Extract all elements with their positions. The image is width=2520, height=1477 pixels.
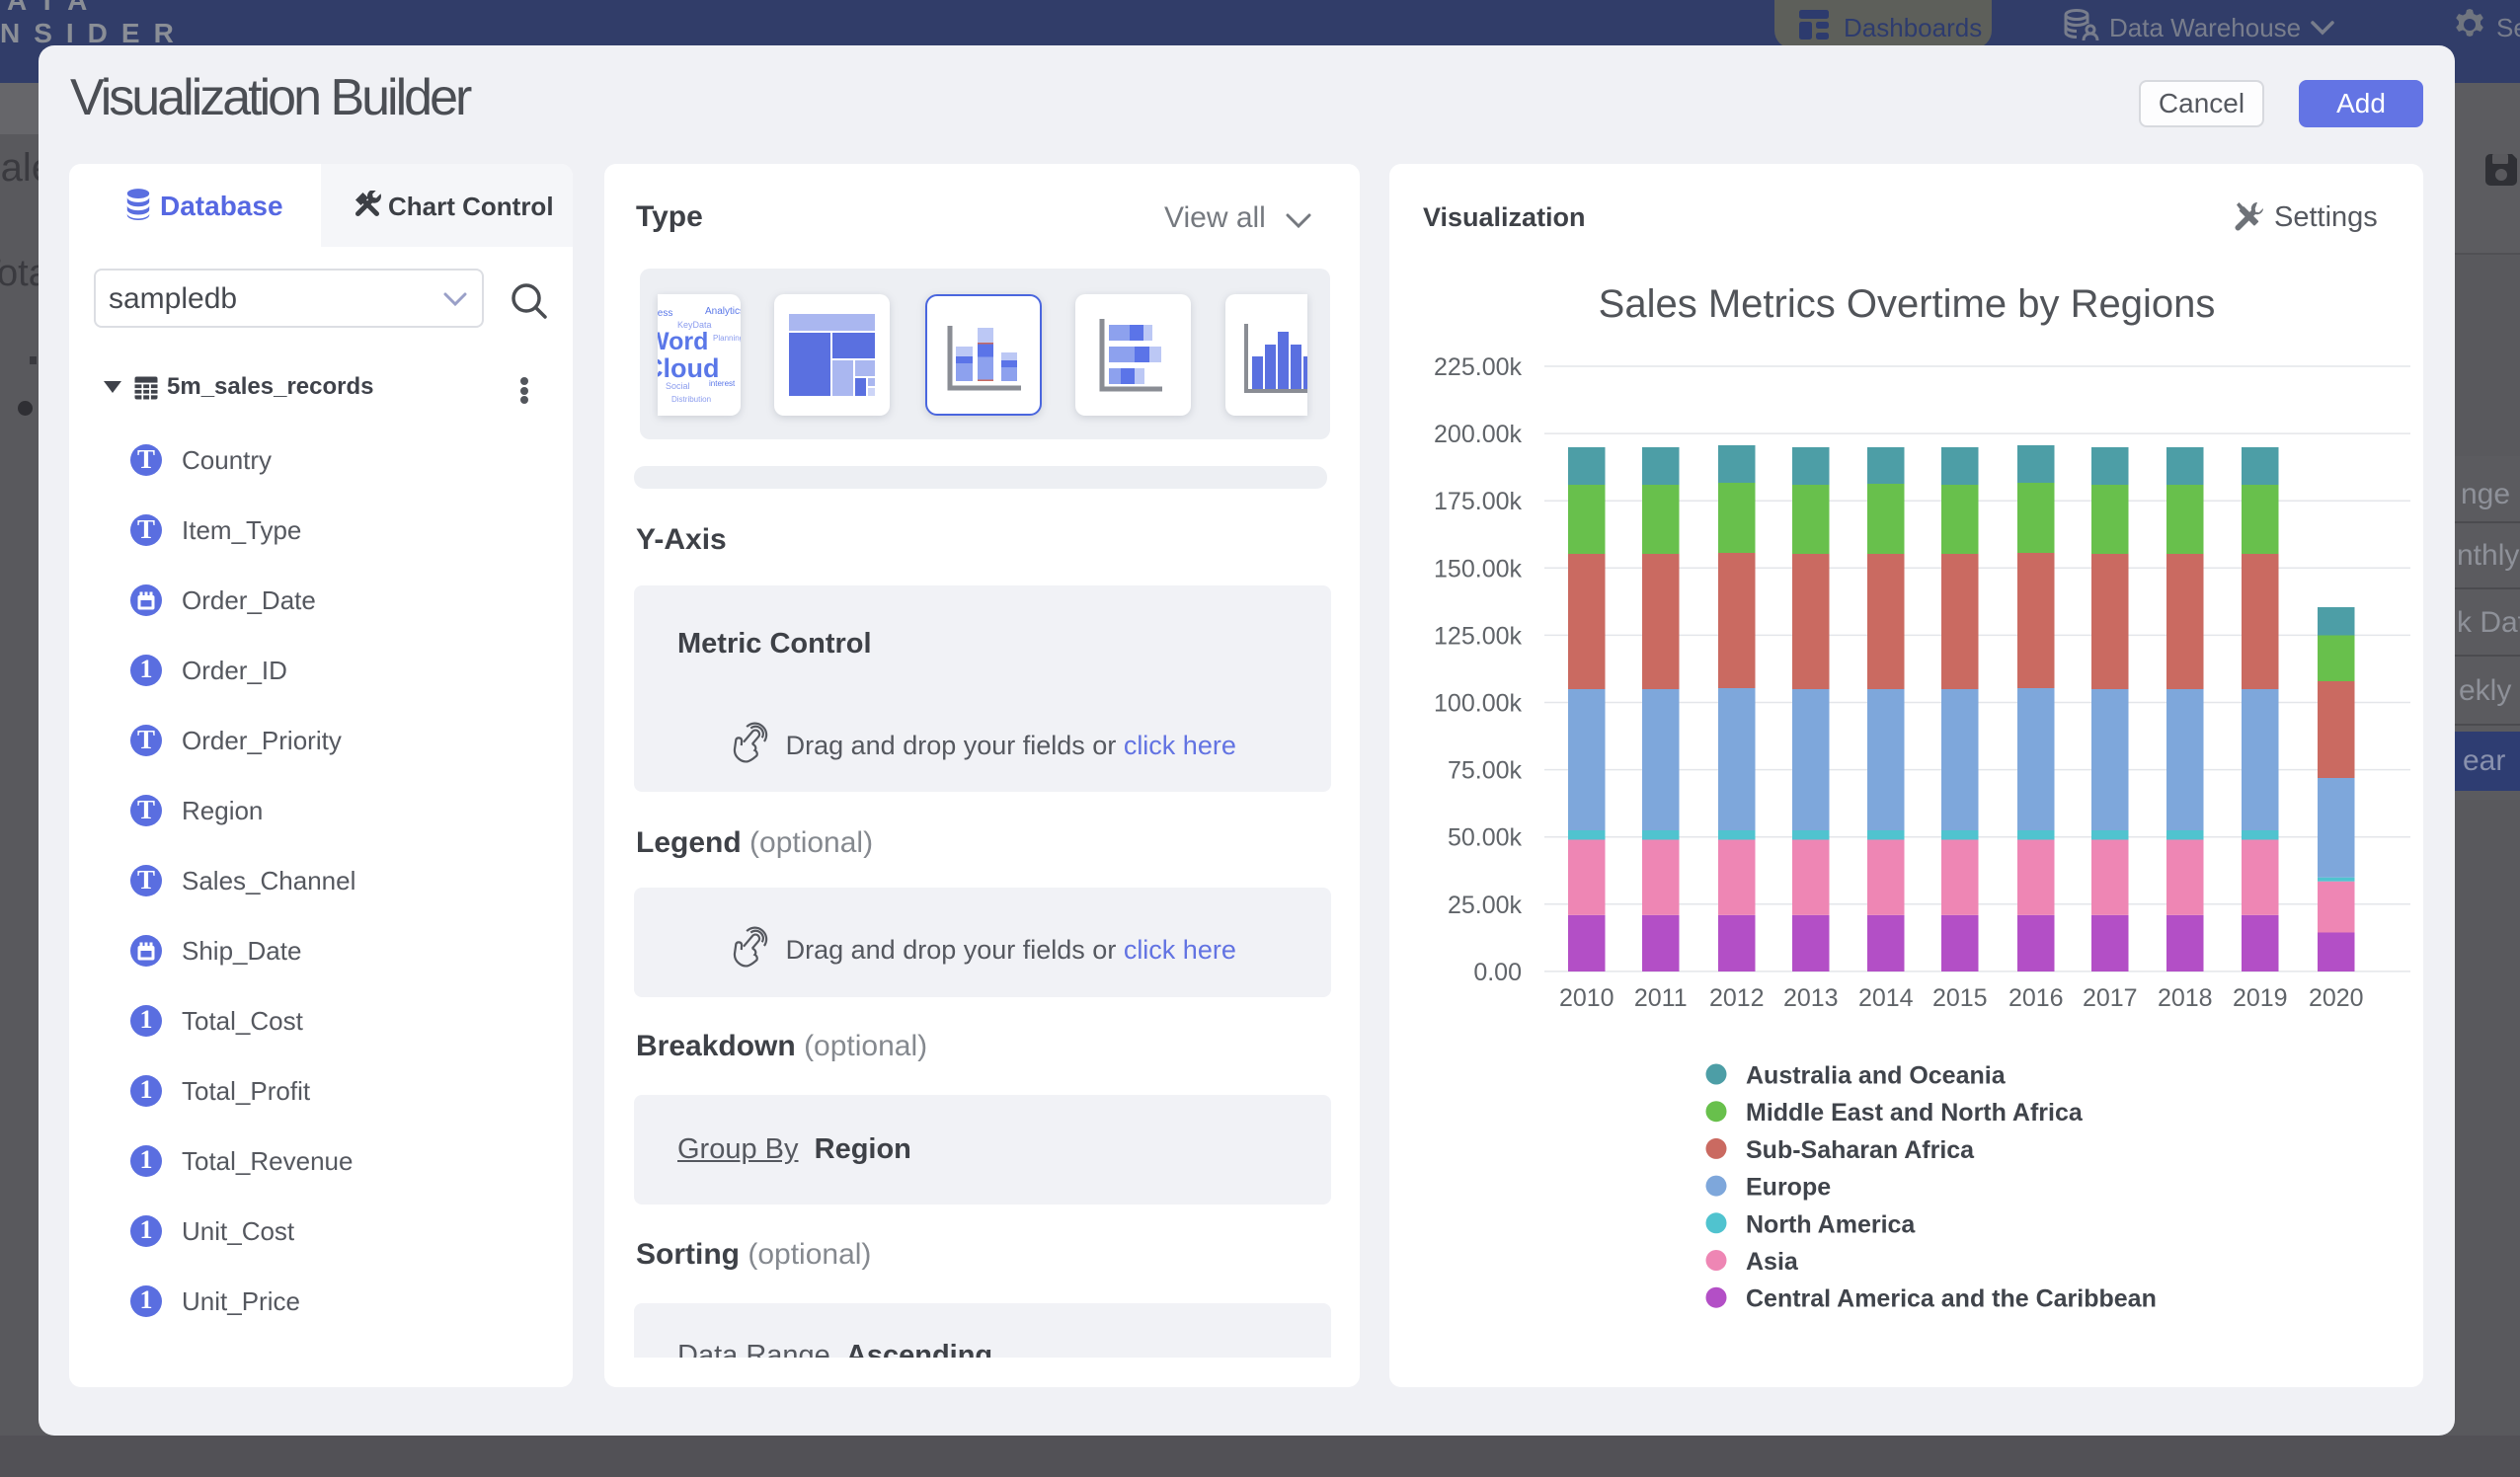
svg-text:0.00: 0.00: [1473, 959, 1522, 986]
svg-text:T: T: [137, 444, 155, 474]
svg-text:1: 1: [140, 1215, 153, 1244]
svg-text:North America: North America: [1746, 1210, 1916, 1238]
svg-text:2015: 2015: [1932, 984, 1988, 1012]
svg-text:1: 1: [140, 1005, 153, 1034]
svg-text:2013: 2013: [1783, 984, 1839, 1012]
svg-text:T: T: [137, 795, 155, 824]
svg-text:2020: 2020: [2309, 984, 2364, 1012]
svg-text:1: 1: [140, 655, 153, 683]
svg-text:1: 1: [140, 1145, 153, 1174]
svg-text:T: T: [137, 725, 155, 754]
svg-text:2016: 2016: [2008, 984, 2064, 1012]
svg-text:Sub-Saharan Africa: Sub-Saharan Africa: [1746, 1136, 1975, 1164]
svg-text:Australia and Oceania: Australia and Oceania: [1746, 1062, 2007, 1090]
svg-text:Sales Metrics Overtime by Regi: Sales Metrics Overtime by Regions: [1599, 282, 2216, 326]
svg-text:Middle East and North Africa: Middle East and North Africa: [1746, 1099, 2084, 1127]
svg-text:75.00k: 75.00k: [1448, 757, 1523, 785]
svg-text:175.00k: 175.00k: [1434, 488, 1522, 515]
svg-text:200.00k: 200.00k: [1434, 421, 1522, 448]
svg-text:2011: 2011: [1634, 984, 1688, 1012]
svg-text:Central America and the Caribb: Central America and the Caribbean: [1746, 1285, 2157, 1313]
svg-text:2012: 2012: [1709, 984, 1765, 1012]
svg-text:2018: 2018: [2158, 984, 2213, 1012]
svg-text:125.00k: 125.00k: [1434, 622, 1522, 650]
svg-text:T: T: [137, 514, 155, 544]
svg-text:1: 1: [140, 1075, 153, 1104]
svg-text:2017: 2017: [2083, 984, 2138, 1012]
svg-text:T: T: [137, 865, 155, 894]
svg-text:2010: 2010: [1559, 984, 1614, 1012]
svg-text:25.00k: 25.00k: [1448, 892, 1523, 919]
svg-text:2019: 2019: [2233, 984, 2288, 1012]
svg-text:Asia: Asia: [1746, 1248, 1799, 1276]
svg-text:Europe: Europe: [1746, 1174, 1831, 1202]
svg-text:225.00k: 225.00k: [1434, 353, 1522, 381]
svg-text:2014: 2014: [1858, 984, 1914, 1012]
svg-text:100.00k: 100.00k: [1434, 690, 1522, 718]
svg-text:50.00k: 50.00k: [1448, 824, 1523, 852]
svg-text:150.00k: 150.00k: [1434, 555, 1522, 583]
svg-text:1: 1: [140, 1285, 153, 1314]
